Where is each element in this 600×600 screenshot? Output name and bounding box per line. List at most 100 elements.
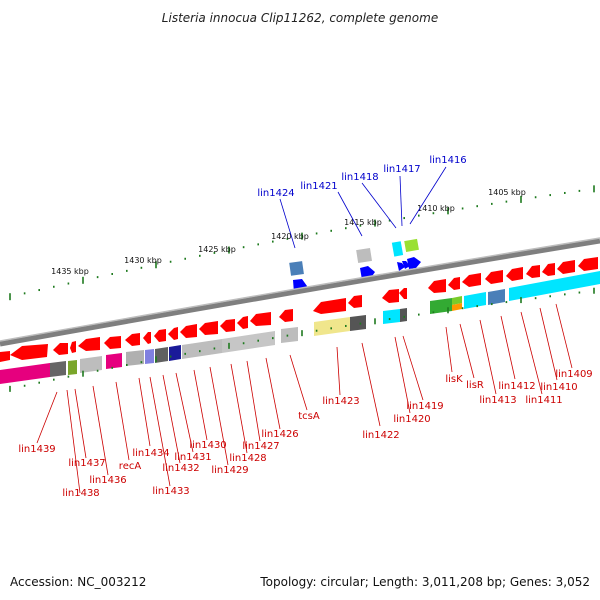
gene-label-lin1423[interactable]: lin1423 — [322, 396, 359, 407]
gene-label-lin1437[interactable]: lin1437 — [68, 458, 105, 469]
genome-backbone — [0, 238, 600, 347]
category-box — [50, 361, 66, 377]
gene-label-lin1424[interactable]: lin1424 — [257, 188, 294, 199]
gene-label-lisr[interactable]: lisR — [466, 380, 484, 391]
label-leader — [265, 357, 281, 430]
category-box — [452, 296, 462, 305]
cds-arrow — [428, 279, 446, 293]
label-leader — [92, 385, 109, 476]
cds-arrow — [448, 277, 460, 290]
category-box — [383, 309, 400, 324]
gene-label-lin1438[interactable]: lin1438 — [62, 488, 99, 499]
label-leader — [399, 175, 403, 227]
category-box — [155, 347, 168, 363]
outer-scale-ticks — [9, 185, 595, 301]
category-box — [80, 356, 102, 373]
gene-label-lin1434[interactable]: lin1434 — [132, 448, 169, 459]
gene-label-lin1419[interactable]: lin1419 — [406, 401, 443, 412]
gene-label-lin1431[interactable]: lin1431 — [174, 452, 211, 463]
gene-label-lin1421[interactable]: lin1421 — [300, 181, 337, 192]
gene-label-lin1439[interactable]: lin1439 — [18, 444, 55, 455]
cds-arrow — [220, 319, 235, 332]
cds-arrow — [313, 298, 346, 314]
kbp-label-1425: 1425 kbp — [198, 245, 236, 254]
gene-label-lin1420[interactable]: lin1420 — [393, 414, 430, 425]
cds-arrow — [154, 329, 166, 342]
rna-arrow — [397, 262, 405, 271]
gene-label-lin1427[interactable]: lin1427 — [242, 441, 279, 452]
cds-arrow — [557, 260, 575, 274]
label-leader — [74, 388, 87, 459]
gene-label-lin1428[interactable]: lin1428 — [229, 453, 266, 464]
inner-scale-ticks — [9, 287, 595, 392]
label-leader — [66, 389, 81, 494]
cds-arrow — [399, 288, 407, 299]
gene-label-lin1410[interactable]: lin1410 — [540, 382, 577, 393]
gene-label-lin1433[interactable]: lin1433 — [152, 486, 189, 497]
gene-label-lin1416[interactable]: lin1416 — [429, 155, 466, 166]
label-leader — [409, 166, 447, 225]
cds-arrow — [382, 289, 399, 303]
gene-label-lin1412[interactable]: lin1412 — [498, 381, 535, 392]
kbp-label-1420: 1420 kbp — [271, 232, 309, 241]
kbp-label-1405: 1405 kbp — [488, 188, 526, 197]
kbp-label-1410: 1410 kbp — [417, 204, 455, 213]
gene-label-lin1422[interactable]: lin1422 — [362, 430, 399, 441]
cds-arrow — [78, 337, 100, 351]
gene-label-reca[interactable]: recA — [119, 461, 142, 472]
cds-arrow — [70, 341, 76, 353]
label-leader — [520, 311, 543, 395]
label-leader — [115, 381, 130, 461]
cds-arrow — [348, 295, 362, 308]
gene-label-lin1429[interactable]: lin1429 — [211, 465, 248, 476]
category-box — [145, 349, 154, 364]
gene-label-lisk[interactable]: lisK — [445, 374, 463, 385]
label-leader — [36, 391, 58, 444]
kbp-label-1415: 1415 kbp — [344, 218, 382, 227]
genome-backbone-highlight — [0, 237, 600, 342]
category-box — [509, 271, 600, 301]
cds-arrow — [578, 257, 598, 271]
gene-label-lin1426[interactable]: lin1426 — [261, 429, 298, 440]
label-leader — [459, 323, 475, 379]
label-leader — [402, 335, 424, 401]
category-box — [182, 339, 222, 359]
category-box — [452, 303, 462, 311]
gene-label-lin1413[interactable]: lin1413 — [479, 395, 516, 406]
forward-strand-features — [289, 238, 421, 293]
gene-label-lin1417[interactable]: lin1417 — [383, 164, 420, 175]
category-box — [106, 353, 122, 369]
category-box — [314, 317, 350, 336]
label-leader — [336, 346, 341, 396]
category-box — [68, 360, 77, 375]
cds-arrow — [462, 273, 481, 287]
map-title: Listeria innocua Clip11262, complete gen… — [162, 11, 438, 25]
feature-box — [391, 241, 404, 257]
cds-arrow — [506, 267, 523, 281]
gene-label-lin1436[interactable]: lin1436 — [89, 475, 126, 486]
category-box — [400, 308, 407, 322]
label-leader — [539, 307, 558, 381]
kbp-label-1430: 1430 kbp — [124, 256, 162, 265]
label-leader — [279, 198, 296, 249]
label-leader — [361, 342, 381, 427]
category-box — [281, 327, 298, 343]
gene-label-lin1430[interactable]: lin1430 — [189, 440, 226, 451]
gene-label-lin1409[interactable]: lin1409 — [555, 369, 592, 380]
cds-arrow — [485, 270, 503, 284]
gene-label-lin1418[interactable]: lin1418 — [341, 172, 378, 183]
label-leader — [445, 326, 453, 373]
cds-arrow — [279, 309, 293, 322]
gene-label-lin1411[interactable]: lin1411 — [525, 395, 562, 406]
category-box — [126, 350, 144, 366]
label-leader — [230, 363, 248, 454]
cds-arrow — [542, 263, 555, 276]
category-box — [0, 363, 50, 384]
reverse-gene-labels: lin1439 lin1437 lin1438 lin1436 recA lin… — [18, 303, 593, 499]
cds-arrow — [168, 327, 178, 340]
label-leader — [337, 191, 363, 237]
genome-summary-text: Topology: circular; Length: 3,011,208 bp… — [259, 575, 590, 589]
gene-label-tcsa[interactable]: tcsA — [298, 411, 320, 422]
gene-label-lin1432[interactable]: lin1432 — [162, 463, 199, 474]
category-box — [430, 298, 452, 314]
